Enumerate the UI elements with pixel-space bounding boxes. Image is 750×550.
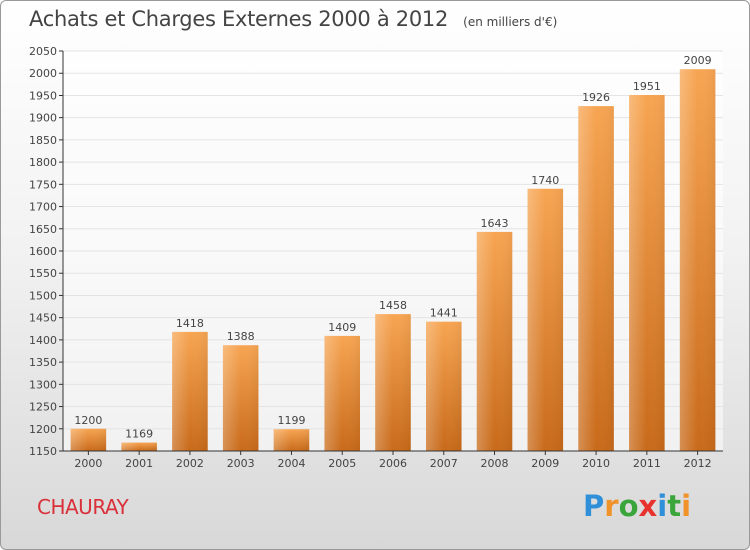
x-tick-label: 2003	[227, 457, 255, 470]
logo-letter: o	[618, 489, 639, 523]
y-tick-label: 1550	[29, 267, 57, 280]
y-tick-label: 1750	[29, 178, 57, 191]
bar-highlight	[426, 321, 462, 451]
commune-name: CHAURAY	[37, 495, 129, 519]
y-tick-label: 1400	[29, 334, 57, 347]
data-label: 1200	[74, 414, 102, 427]
bar-highlight	[679, 69, 716, 451]
y-tick-label: 1350	[29, 356, 57, 369]
x-tick-label: 2004	[277, 457, 305, 470]
bar-highlight	[70, 428, 107, 451]
data-label: 1926	[582, 91, 610, 104]
y-tick-label: 2000	[29, 67, 57, 80]
x-tick-label: 2000	[74, 457, 102, 470]
y-tick-label: 2050	[29, 45, 57, 58]
y-tick-label: 1700	[29, 201, 57, 214]
y-tick-label: 1200	[29, 423, 57, 436]
y-tick-label: 1500	[29, 289, 57, 302]
data-label: 1169	[125, 428, 153, 441]
bar-highlight	[324, 335, 360, 451]
y-tick-label: 1300	[29, 378, 57, 391]
bar-highlight	[578, 106, 614, 451]
x-tick-label: 2010	[582, 457, 610, 470]
y-tick-label: 1250	[29, 401, 57, 414]
y-tick-label: 1800	[29, 156, 57, 169]
bar-highlight	[121, 442, 157, 451]
bar-highlight	[172, 331, 208, 451]
bar-highlight	[629, 95, 665, 451]
y-tick-label: 1150	[29, 445, 57, 458]
x-tick-label: 2001	[125, 457, 153, 470]
y-tick-label: 1650	[29, 223, 57, 236]
x-tick-label: 2006	[379, 457, 407, 470]
chart-subtitle: (en milliers d'€)	[463, 15, 558, 29]
bar-highlight	[375, 314, 411, 451]
x-tick-label: 2002	[176, 457, 204, 470]
x-tick-label: 2005	[328, 457, 356, 470]
x-tick-label: 2012	[684, 457, 712, 470]
logo-letter: P	[583, 489, 605, 523]
bar-highlight	[222, 345, 259, 451]
data-label: 1409	[328, 321, 356, 334]
logo-letter: x	[638, 489, 658, 523]
x-tick-label: 2011	[633, 457, 661, 470]
x-tick-label: 2007	[430, 457, 458, 470]
bar-highlight	[273, 429, 310, 451]
chart-title-block: Achats et Charges Externes 2000 à 2012 (…	[29, 7, 557, 31]
logo-letter: r	[604, 489, 619, 523]
data-label: 1643	[481, 217, 509, 230]
data-label: 2009	[684, 54, 712, 67]
data-label: 1951	[633, 80, 661, 93]
y-tick-label: 1950	[29, 89, 57, 102]
y-tick-label: 1450	[29, 312, 57, 325]
data-label: 1458	[379, 299, 407, 312]
data-label: 1388	[227, 330, 255, 343]
logo-letter: t	[667, 489, 682, 523]
logo-letter: i	[657, 489, 668, 523]
bar-highlight	[476, 231, 513, 451]
chart-title: Achats et Charges Externes 2000 à 2012	[29, 7, 449, 31]
x-tick-label: 2009	[531, 457, 559, 470]
y-tick-label: 1600	[29, 245, 57, 258]
proxiti-logo: Proxiti	[583, 489, 691, 523]
bar-highlight	[527, 188, 564, 451]
logo-letter: i	[681, 489, 692, 523]
y-tick-label: 1900	[29, 112, 57, 125]
x-tick-label: 2008	[481, 457, 509, 470]
y-tick-label: 1850	[29, 134, 57, 147]
data-label: 1441	[430, 307, 458, 320]
data-label: 1418	[176, 317, 204, 330]
data-label: 1199	[277, 414, 305, 427]
data-label: 1740	[531, 174, 559, 187]
